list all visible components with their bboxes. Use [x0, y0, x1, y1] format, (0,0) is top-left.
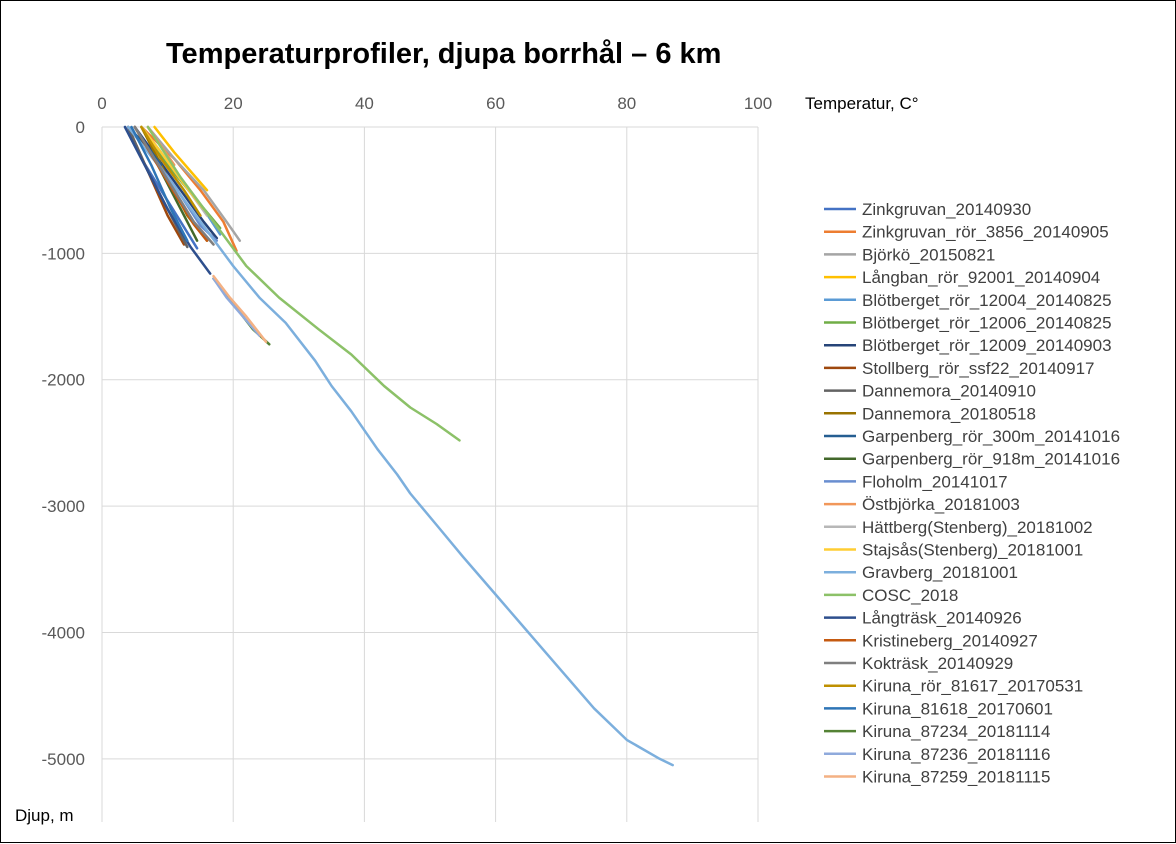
- series-line: [146, 125, 242, 242]
- x-tick-label: 60: [486, 94, 505, 113]
- y-ticks: 0 -1000 -2000 -3000 -4000 -5000: [42, 118, 85, 769]
- series-line: [133, 125, 215, 246]
- series-line: [153, 125, 209, 192]
- legend-entry: Björkö_20150821: [862, 245, 995, 264]
- legend-entry: Dannemora_20140910: [862, 382, 1036, 401]
- series-line: [126, 125, 674, 767]
- legend: Zinkgruvan_20140930 Zinkgruvan_rör_3856_2…: [824, 200, 1120, 787]
- legend-entry: Zinkgruvan_20140930: [862, 200, 1031, 219]
- legend-entry: Kiruna_rör_81617_20170531: [862, 677, 1083, 696]
- series-line: [212, 277, 261, 337]
- legend-entry: Blötberget_rör_12006_20140825: [862, 314, 1112, 333]
- legend-entry: Hättberg(Stenberg)_20181002: [862, 518, 1093, 537]
- legend-entry: Garpenberg_rör_918m_20141016: [862, 450, 1120, 469]
- x-axis-label: Temperatur, C°: [805, 94, 919, 113]
- x-tick-label: 80: [617, 94, 636, 113]
- chart-title: Temperaturprofiler, djupa borrhål – 6 km: [166, 38, 721, 70]
- series-line: [130, 125, 189, 242]
- legend-entry: Garpenberg_rör_300m_20141016: [862, 427, 1120, 446]
- legend-entry: Kiruna_87234_20181114: [862, 722, 1050, 741]
- legend-entry: Gravberg_20181001: [862, 563, 1018, 582]
- x-tick-label: 100: [744, 94, 772, 113]
- y-axis-label: Djup, m: [15, 806, 74, 825]
- legend-entry: Blötberget_rör_12009_20140903: [862, 336, 1112, 355]
- legend-entry: Långträsk_20140926: [862, 609, 1022, 628]
- x-tick-label: 20: [224, 94, 243, 113]
- series-line: [140, 125, 202, 217]
- series-lines: [123, 125, 674, 767]
- legend-entry: Kiruna_87259_20181115: [862, 768, 1050, 787]
- y-tick-label: 0: [76, 118, 85, 137]
- legend-entry: Kristineberg_20140927: [862, 631, 1038, 650]
- series-line: [146, 125, 461, 442]
- legend-entry: Östbjörka_20181003: [862, 495, 1020, 514]
- legend-entry: Blötberget_rör_12004_20140825: [862, 291, 1112, 310]
- y-tick-label: -3000: [42, 497, 85, 516]
- y-tick-label: -5000: [42, 750, 85, 769]
- legend-entry: COSC_2018: [862, 586, 958, 605]
- legend-entry: Kiruna_87236_20181116: [862, 745, 1050, 764]
- series-line: [133, 125, 219, 240]
- legend-entry: Långban_rör_92001_20140904: [862, 268, 1100, 287]
- y-tick-label: -2000: [42, 371, 85, 390]
- legend-entry: Floholm_20141017: [862, 472, 1008, 491]
- x-ticks: 0 20 40 60 80 100: [97, 94, 772, 113]
- legend-entry: Kiruna_81618_20170601: [862, 699, 1053, 718]
- legend-entry: Stollberg_rör_ssf22_20140917: [862, 359, 1095, 378]
- legend-entry: Dannemora_20180518: [862, 404, 1036, 423]
- series-line: [212, 274, 268, 344]
- y-tick-label: -4000: [42, 623, 85, 642]
- x-tick-label: 0: [97, 94, 106, 113]
- legend-entry: Stajsås(Stenberg)_20181001: [862, 541, 1083, 560]
- series-line: [123, 125, 212, 275]
- legend-entry: Zinkgruvan_rör_3856_20140905: [862, 223, 1109, 242]
- y-tick-label: -1000: [42, 244, 85, 263]
- legend-entry: Kokträsk_20140929: [862, 654, 1013, 673]
- x-tick-label: 40: [355, 94, 374, 113]
